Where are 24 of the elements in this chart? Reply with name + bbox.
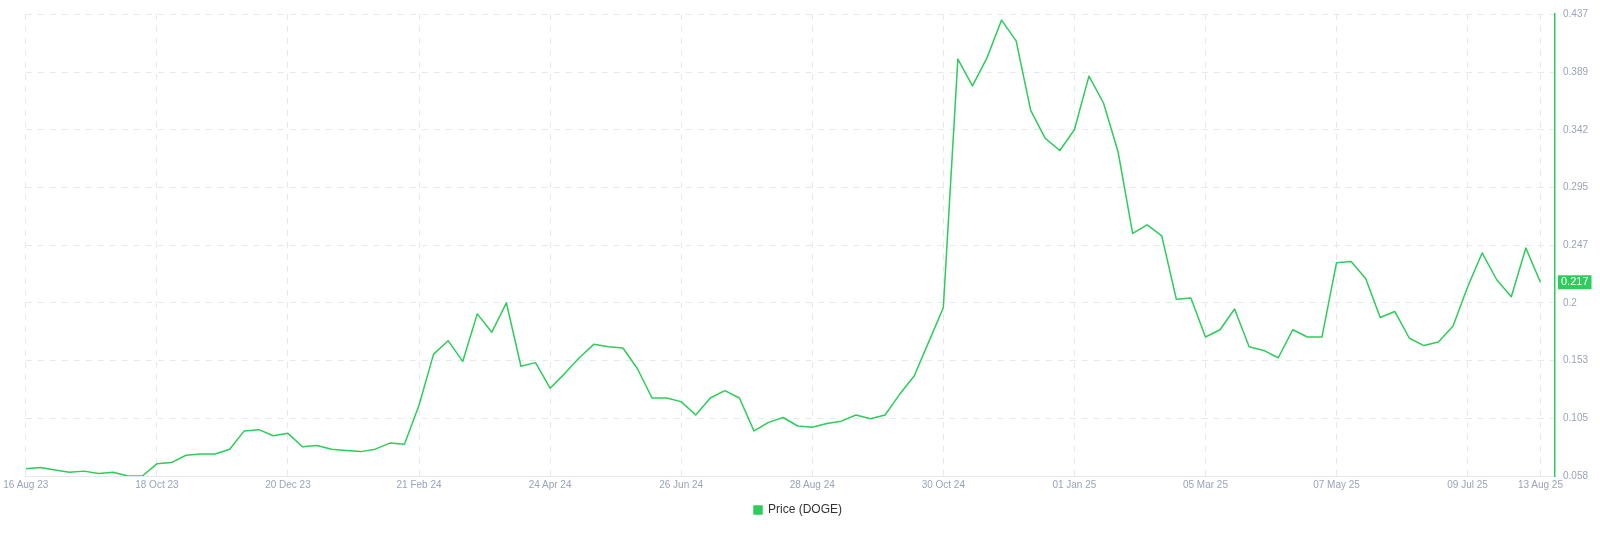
y-tick-label: 0.2 bbox=[1562, 296, 1578, 308]
x-tick-label: 07 May 25 bbox=[1313, 478, 1361, 490]
x-tick-label: 28 Aug 24 bbox=[789, 478, 836, 490]
x-tick-label: 24 Apr 24 bbox=[528, 478, 572, 490]
x-tick-label: 16 Aug 23 bbox=[3, 478, 49, 490]
legend-label: Price (DOGE) bbox=[768, 502, 843, 517]
y-tick-label: 0.247 bbox=[1562, 239, 1589, 251]
x-tick-label: 05 Mar 25 bbox=[1182, 478, 1229, 490]
x-tick-label: 01 Jan 25 bbox=[1052, 478, 1097, 490]
x-tick-label: 18 Oct 23 bbox=[135, 478, 179, 490]
x-tick-label: 21 Feb 24 bbox=[396, 478, 442, 490]
annotation: 0.217 bbox=[1560, 275, 1589, 288]
y-tick-label: 0.295 bbox=[1562, 180, 1589, 192]
x-tick-label: 30 Oct 24 bbox=[921, 478, 966, 490]
y-tick-label: 0.389 bbox=[1562, 66, 1589, 78]
x-tick-label: 20 Dec 23 bbox=[265, 478, 312, 490]
x-tick-label: 26 Jun 24 bbox=[659, 478, 704, 490]
y-tick-label: 0.058 bbox=[1562, 469, 1589, 481]
y-tick-label: 0.342 bbox=[1562, 123, 1589, 135]
y-tick-label: 0.105 bbox=[1562, 412, 1589, 424]
x-tick-label: 13 Aug 25 bbox=[1517, 478, 1564, 490]
x-tick-label: 09 Jul 25 bbox=[1447, 478, 1489, 490]
y-tick-label: 0.437 bbox=[1562, 7, 1589, 19]
y-tick-label: 0.153 bbox=[1562, 353, 1589, 365]
